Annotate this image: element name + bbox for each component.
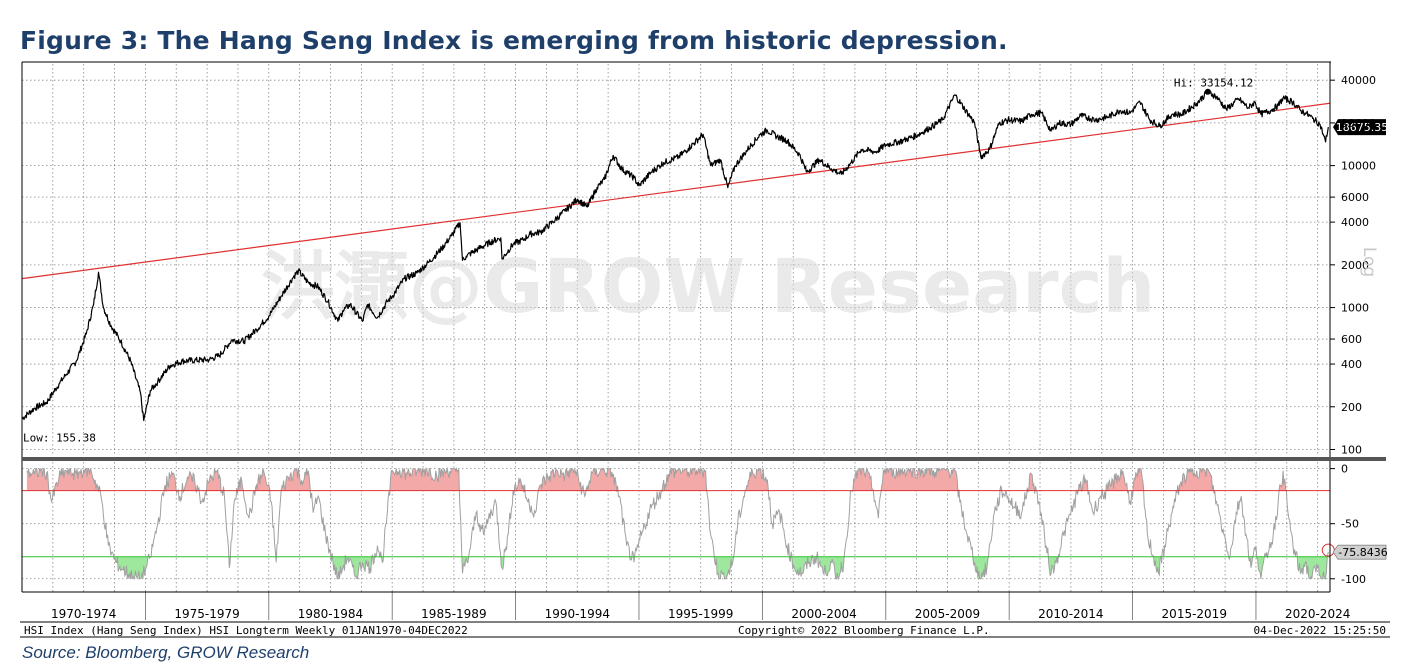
x-tick-label: 1970-1974: [51, 607, 116, 621]
oscillator-value-tag: [1332, 544, 1387, 560]
trend-line: [21, 102, 1331, 280]
x-tick-label: 2000-2004: [791, 607, 856, 621]
figure-title: Figure 3: The Hang Seng Index is emergin…: [20, 26, 1008, 55]
x-tick-label: 1985-1989: [421, 607, 486, 621]
x-tick-label: 1980-1984: [298, 607, 363, 621]
last-price-tag: [1333, 119, 1386, 136]
grid: [22, 64, 1330, 620]
y-tick-label: 100: [1341, 444, 1362, 457]
osc-y-tick-label: -100: [1341, 573, 1366, 586]
price-panel: Hi: 33154.12 Low: 155.38 18675.35: [21, 77, 1389, 444]
y-tick-label: 200: [1341, 401, 1362, 414]
axes: 100 200 400 600 1000 2000 4000 6000 10000 20000 40…: [51, 74, 1376, 621]
x-tick-label: 2015-2019: [1162, 607, 1227, 621]
overbought-fill: [26, 468, 1329, 491]
last-price-label: 18675.35: [1336, 121, 1389, 134]
osc-y-tick-label: -50: [1341, 518, 1359, 531]
osc-y-tick-label: 0: [1341, 463, 1348, 476]
oversold-fill: [26, 556, 1329, 579]
source-note: Source: Bloomberg, GROW Research: [22, 643, 310, 662]
x-tick-label: 1975-1979: [174, 607, 239, 621]
log-scale-label: Log: [1359, 247, 1379, 277]
watermark-text: 洪灝@GROW Research: [261, 244, 1155, 330]
high-annotation-label: Hi: 33154.12: [1174, 77, 1253, 90]
footer-center-text: Copyright© 2022 Bloomberg Finance L.P.: [738, 624, 990, 637]
footer-left-text: HSI Index (Hang Seng Index) HSI Longterm…: [24, 624, 468, 637]
y-tick-label: 40000: [1341, 74, 1376, 87]
chart-frame: [20, 61, 1390, 638]
x-tick-label: 2005-2009: [915, 607, 980, 621]
y-tick-label: 400: [1341, 358, 1362, 371]
oscillator-value-label: -75.8436: [1338, 546, 1387, 559]
y-tick-label: 2000: [1341, 259, 1369, 272]
footer-right-text: 04-Dec-2022 15:25:50: [1254, 624, 1386, 637]
y-tick-label: 4000: [1341, 216, 1369, 229]
x-tick-label: 2020-2024: [1285, 607, 1350, 621]
hsi-chart: 洪灝@GROW Research Hi: 33154.12 Low: 155.38…: [20, 61, 1390, 638]
y-tick-label: 6000: [1341, 191, 1369, 204]
x-tick-label: 1995-1999: [668, 607, 733, 621]
x-tick-label: 2010-2014: [1038, 607, 1103, 621]
hsi-price-line: [21, 89, 1329, 422]
low-annotation-label: Low: 155.38: [23, 431, 96, 444]
oscillator-line: [26, 466, 1329, 581]
x-tick-label: 1990-1994: [545, 607, 610, 621]
y-tick-label: 1000: [1341, 302, 1369, 315]
oscillator-panel: -75.8436: [22, 466, 1388, 581]
y-tick-label: 10000: [1341, 160, 1376, 173]
panel-divider: [22, 457, 1386, 461]
y-tick-label: 20000: [1341, 117, 1376, 130]
high-point-marker: [1204, 88, 1211, 95]
y-tick-label: 600: [1341, 333, 1362, 346]
